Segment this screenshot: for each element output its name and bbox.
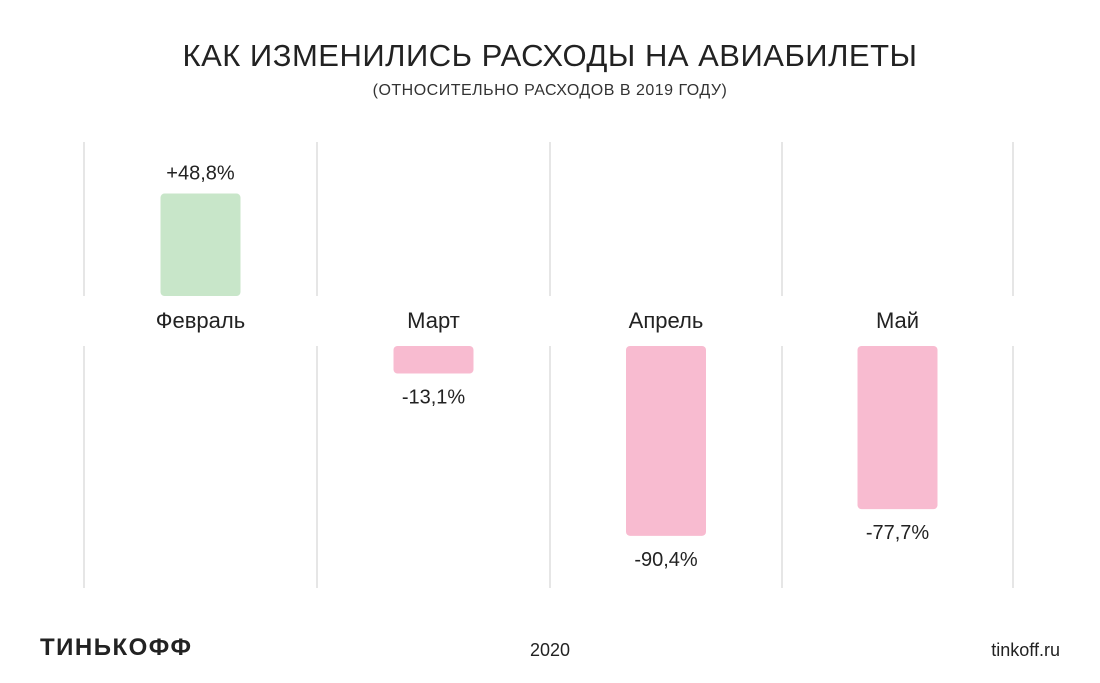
category-label: Февраль [156, 308, 245, 333]
footer-site-link[interactable]: tinkoff.ru [991, 640, 1060, 660]
value-label: -77,7% [866, 522, 930, 544]
footer-year: 2020 [529, 640, 571, 660]
chart-title: КАК ИЗМЕНИЛИСЬ РАСХОДЫ НА АВИАБИЛЕТЫ [182, 38, 918, 73]
bar-3 [626, 346, 706, 536]
category-label: Март [407, 308, 460, 333]
category-label: Апрель [629, 308, 704, 333]
value-label: -13,1% [402, 387, 466, 409]
bar-2 [393, 346, 474, 374]
value-label: +48,8% [166, 163, 235, 185]
bar-4 [857, 346, 938, 510]
brand-logo: ТИНЬКОФФ [40, 634, 193, 661]
category-label: Май [876, 308, 919, 333]
value-label: -90,4% [634, 549, 698, 571]
chart-subtitle: (ОТНОСИТЕЛЬНО РАСХОДОВ В 2019 ГОДУ) [372, 82, 728, 99]
bar-1 [160, 193, 241, 296]
